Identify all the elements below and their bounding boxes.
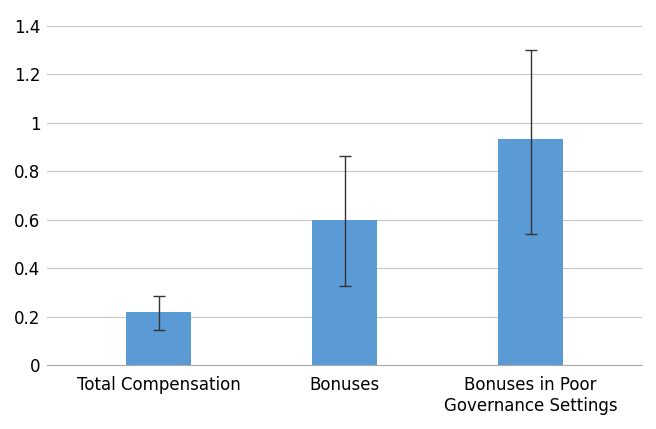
Bar [127, 312, 192, 365]
Bar [312, 220, 377, 365]
Bar [498, 139, 563, 365]
